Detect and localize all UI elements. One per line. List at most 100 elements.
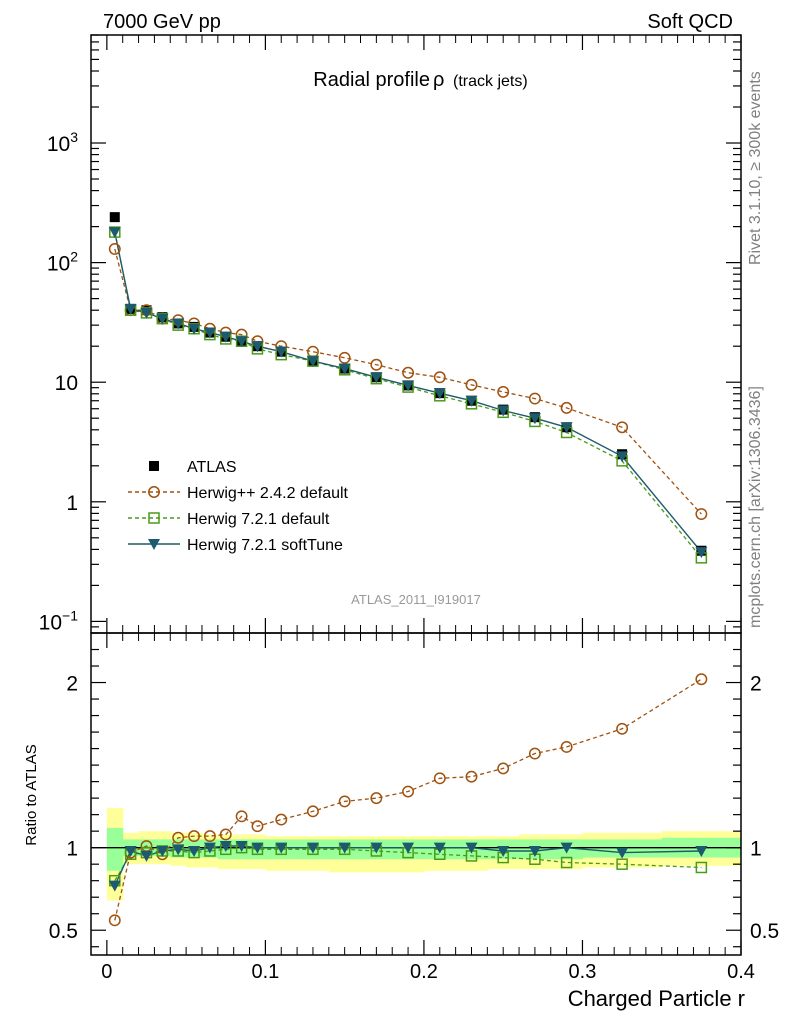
- main-point-softtune: [695, 547, 708, 559]
- ratio-point-softtune: [433, 842, 446, 854]
- legend: ATLAS Herwig++ 2.4.2 default Herwig 7.2.1 …: [128, 459, 349, 554]
- ratio-point-softtune: [108, 880, 121, 892]
- legend-marker-herwigpp: [148, 486, 160, 498]
- ratio-point-softtune: [172, 844, 185, 856]
- chart-title-symbol: ρ: [433, 69, 444, 91]
- ratio-x-tick-label: 0.3: [569, 961, 597, 983]
- ratio-point-softtune: [695, 845, 708, 857]
- ratio-point-softtune: [402, 842, 415, 854]
- ratio-point-herwigpp: [275, 813, 288, 826]
- ratio-line-herwigpp: [114, 678, 702, 921]
- ratio-point-herwigpp: [528, 747, 541, 760]
- ratio-point-herwigpp: [497, 762, 510, 775]
- ratio-point-herwigpp: [402, 785, 415, 798]
- main-y-tick-base: 10: [55, 372, 78, 395]
- ratio-point-herwigpp: [560, 740, 573, 753]
- chart-title: Radial profile: [313, 69, 430, 91]
- main-point-softtune: [203, 327, 216, 339]
- main-point-softtune: [124, 303, 137, 315]
- main-point-softtune: [497, 405, 510, 417]
- main-point-softtune: [370, 372, 383, 384]
- ratio-point-softtune: [370, 842, 383, 854]
- main-point-softtune: [528, 413, 541, 425]
- main-point-herwigpp: [616, 421, 629, 434]
- main-y-tick-exponent: −1: [62, 607, 78, 623]
- legend-label-herwig721: Herwig 7.2.1 default: [187, 511, 330, 528]
- main-y-tick-exponent: 3: [70, 129, 78, 145]
- ratio-point-herwigpp: [108, 914, 121, 927]
- ratio-y-label: Ratio to ATLAS: [23, 744, 40, 845]
- main-point-softtune: [172, 318, 185, 330]
- main-point-herwigpp: [560, 401, 573, 414]
- ratio-point-herwigpp: [465, 770, 478, 783]
- ratio-point-herwigpp: [338, 795, 351, 808]
- main-y-tick-label: 1: [66, 492, 78, 515]
- ratio-point-softtune: [124, 845, 137, 857]
- ratio-panel: 0.5 0.5 1 1 2 2 0 0.1 0.2 0.3 0.4 Ratio to ATLAS C…: [23, 632, 779, 1011]
- ratio-point-herwigpp: [433, 772, 446, 785]
- ratio-point-softtune: [251, 842, 264, 854]
- main-y-tick-label: 103: [47, 129, 78, 156]
- legend-marker-softtune: [148, 539, 160, 550]
- main-point-softtune: [616, 451, 629, 463]
- main-point-softtune: [306, 356, 319, 368]
- ratio-y-tick-label-left: 2: [66, 673, 78, 696]
- header-left: 7000 GeV pp: [103, 11, 221, 33]
- main-point-softtune: [188, 323, 201, 335]
- main-y-tick-base: 10: [39, 611, 62, 634]
- main-line-herwigpp: [114, 248, 702, 515]
- main-point-atlas: [109, 212, 120, 223]
- x-axis-label: Charged Particle r: [568, 986, 745, 1011]
- ratio-point-herwigpp: [370, 792, 383, 805]
- mcplots-label: mcplots.cern.ch [arXiv:1306.3436]: [747, 386, 764, 628]
- main-y-tick-base: 10: [47, 133, 70, 156]
- ratio-y-tick-label-right: 2: [750, 673, 762, 696]
- ratio-x-tick-label: 0: [101, 961, 112, 983]
- main-point-softtune: [402, 380, 415, 392]
- legend-label-herwigpp: Herwig++ 2.4.2 default: [187, 485, 349, 502]
- legend-marker-atlas: [149, 461, 159, 471]
- ratio-point-softtune: [140, 850, 153, 862]
- main-point-softtune: [140, 307, 153, 319]
- ratio-y-tick-label-left: 0.5: [49, 920, 78, 943]
- main-y-tick-label: 102: [47, 249, 78, 276]
- main-point-softtune: [560, 422, 573, 434]
- main-point-softtune: [108, 227, 121, 239]
- analysis-watermark: ATLAS_2011_I919017: [351, 592, 481, 607]
- main-point-herwigpp: [108, 243, 121, 255]
- main-point-herwigpp: [402, 366, 415, 379]
- ratio-point-softtune: [275, 842, 288, 854]
- ratio-point-herwigpp: [695, 673, 708, 686]
- rivet-version-label: Rivet 3.1.10, ≥ 300k events: [747, 71, 764, 265]
- ratio-y-tick-label-right: 1: [750, 838, 762, 861]
- ratio-point-herwigpp: [219, 828, 232, 841]
- ratio-x-tick-label: 0.1: [251, 961, 279, 983]
- ratio-point-softtune: [560, 842, 573, 854]
- main-point-softtune: [219, 331, 232, 343]
- main-point-softtune: [275, 346, 288, 358]
- main-point-softtune: [156, 313, 169, 325]
- header-right: Soft QCD: [647, 11, 733, 33]
- ratio-frame: [90, 632, 742, 956]
- legend-label-atlas: ATLAS: [187, 459, 237, 476]
- ratio-point-herwigpp: [251, 820, 264, 833]
- main-point-herwigpp: [338, 351, 351, 364]
- main-point-herwigpp: [370, 358, 383, 371]
- ratio-point-softtune: [156, 845, 169, 857]
- main-line-herwig721: [114, 231, 702, 559]
- ratio-point-softtune: [497, 845, 510, 857]
- main-point-softtune: [465, 395, 478, 407]
- main-y-tick-base: 10: [47, 253, 70, 276]
- main-y-tick-exponent: 2: [70, 249, 78, 265]
- ratio-line-softtune: [114, 845, 702, 886]
- main-point-herwigpp: [465, 378, 478, 391]
- legend-marker-herwig721: [148, 512, 160, 524]
- ratio-point-herwigpp: [307, 805, 319, 818]
- ratio-point-herwigpp: [235, 810, 248, 823]
- ratio-point-herwig721: [560, 856, 573, 869]
- main-line-softtune: [114, 231, 702, 553]
- ratio-y-tick-label-left: 1: [66, 838, 78, 861]
- ratio-point-herwigpp: [203, 830, 216, 843]
- ratio-point-softtune: [528, 845, 541, 857]
